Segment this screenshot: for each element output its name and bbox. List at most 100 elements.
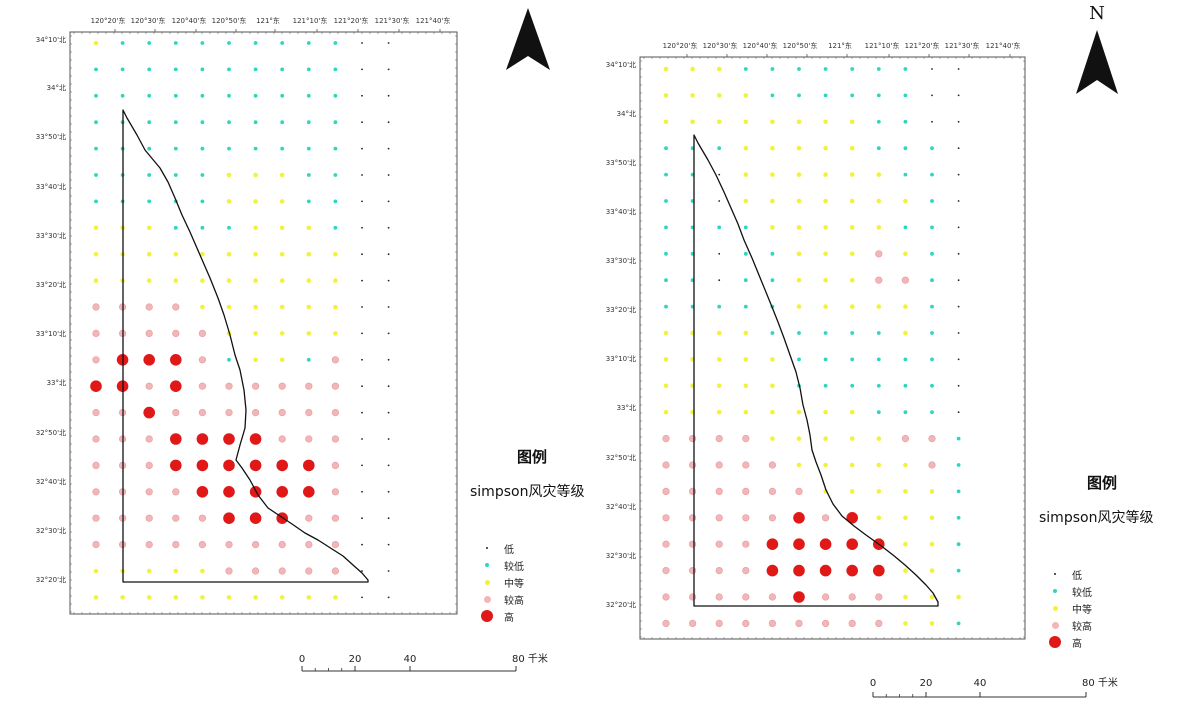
risk-point-medium [93, 595, 99, 600]
risk-point-medium [823, 145, 828, 151]
risk-point-low [957, 120, 960, 123]
north-letter: N [1089, 3, 1105, 24]
risk-point-high [249, 459, 262, 472]
risk-point-lower [306, 173, 311, 177]
risk-point-low [387, 147, 390, 150]
risk-point-medium [903, 304, 908, 309]
risk-point-higher [688, 619, 697, 628]
risk-point-lower [227, 146, 231, 151]
risk-point-higher [145, 488, 153, 496]
risk-point-lower [200, 225, 205, 230]
risk-point-lower [903, 357, 908, 362]
risk-point-medium [796, 462, 802, 468]
risk-point-lower [850, 93, 855, 98]
longitude-label: 121°20'东 [905, 41, 940, 50]
latitude-label: 32°20'北 [36, 576, 66, 584]
risk-point-high [793, 538, 805, 550]
risk-point-higher [768, 461, 777, 469]
risk-point-medium [173, 568, 179, 574]
risk-point-medium [876, 172, 882, 177]
risk-point-higher [742, 593, 750, 601]
risk-point-higher [715, 619, 723, 628]
risk-point-medium [146, 225, 152, 231]
longitude-label: 121°30'东 [945, 41, 980, 50]
risk-point-medium [253, 278, 258, 283]
risk-point-lower [797, 357, 801, 362]
longitude-label: 120°30'东 [703, 41, 738, 50]
risk-point-higher [278, 567, 286, 575]
risk-point-medium [903, 489, 908, 494]
risk-point-higher [768, 619, 777, 628]
risk-point-lower [930, 357, 934, 362]
risk-point-low [718, 173, 721, 176]
risk-point-lower [876, 146, 881, 151]
risk-point-higher [662, 461, 670, 469]
risk-point-lower [200, 146, 205, 151]
legend-symbol-lower [1046, 583, 1064, 599]
risk-point-medium [663, 383, 669, 389]
risk-point-higher [742, 540, 750, 548]
risk-point-low [931, 120, 933, 123]
risk-point-medium [146, 251, 152, 257]
risk-point-lower [94, 199, 98, 204]
risk-point-higher [688, 540, 697, 548]
risk-point-lower [200, 93, 205, 98]
risk-point-medium [716, 383, 722, 389]
latitude-label: 33°40'北 [36, 183, 66, 191]
risk-point-medium [146, 278, 152, 283]
risk-point-medium [716, 409, 722, 415]
risk-point-medium [743, 93, 749, 98]
risk-point-medium [796, 277, 802, 283]
risk-point-lower [770, 67, 775, 71]
risk-point-lower [200, 173, 205, 177]
risk-point-medium [146, 568, 152, 574]
coastline [693, 134, 939, 607]
legend-symbol-low [1046, 566, 1064, 582]
risk-point-medium [796, 145, 802, 151]
north-arrow-icon [506, 8, 550, 70]
risk-point-higher [198, 514, 206, 522]
risk-point-higher [715, 540, 723, 548]
risk-point-higher [92, 540, 100, 549]
risk-point-medium [306, 225, 312, 231]
risk-point-lower [876, 357, 881, 362]
risk-point-low [387, 411, 390, 414]
risk-point-medium [876, 436, 882, 441]
risk-point-low [957, 68, 960, 70]
risk-point-medium [226, 172, 232, 178]
risk-point-medium [663, 119, 669, 125]
risk-point-higher [821, 593, 830, 601]
risk-point-higher [305, 567, 313, 575]
risk-point-lower [664, 172, 668, 177]
risk-point-higher [662, 540, 670, 548]
risk-grid [662, 66, 961, 628]
risk-point-lower [173, 173, 178, 177]
risk-point-higher [928, 461, 936, 469]
scale-bar: 0 20 40 80 千米 [299, 652, 548, 672]
longitude-label: 120°30'东 [131, 16, 166, 25]
risk-point-lower [333, 120, 338, 125]
risk-point-medium [279, 278, 285, 283]
risk-point-higher [92, 514, 100, 522]
risk-point-lower [306, 357, 311, 362]
risk-point-medium [173, 278, 179, 283]
risk-point-higher [252, 409, 260, 417]
risk-point-medium [823, 251, 828, 257]
risk-point-higher [145, 514, 153, 522]
risk-point-low [718, 252, 721, 255]
risk-point-lower [823, 383, 828, 388]
legend-item-higher: 较高 [478, 591, 524, 607]
risk-point-lower [930, 278, 934, 283]
legend-symbol-low [478, 540, 496, 556]
risk-point-lower [173, 67, 178, 72]
north-arrow-icon: N [1076, 3, 1118, 94]
risk-point-medium [823, 304, 828, 309]
latitude-label: 34°10'北 [36, 36, 66, 44]
risk-point-high [223, 433, 235, 445]
risk-point-lower [147, 173, 152, 177]
risk-point-lower [956, 542, 961, 547]
risk-point-lower [120, 41, 125, 45]
risk-point-lower [94, 120, 98, 125]
risk-point-higher [305, 540, 313, 549]
risk-point-higher [742, 435, 750, 443]
